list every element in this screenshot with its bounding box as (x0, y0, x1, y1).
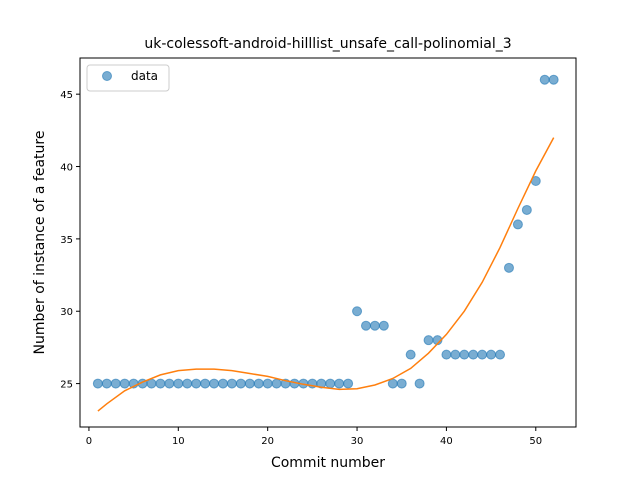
data-point (119, 378, 130, 389)
x-tick-label: 50 (529, 436, 542, 447)
data-point (459, 349, 470, 360)
data-point (173, 378, 184, 389)
data-point (539, 74, 550, 85)
data-point (334, 378, 345, 389)
data-point (226, 378, 237, 389)
x-tick-label: 10 (172, 436, 185, 447)
x-tick-label: 0 (86, 436, 92, 447)
data-point (441, 349, 452, 360)
fit-curve (97, 137, 555, 412)
data-point (191, 378, 202, 389)
data-point (548, 74, 559, 85)
legend-marker (102, 71, 112, 81)
data-point (164, 378, 175, 389)
data-point (325, 378, 336, 389)
y-tick-label: 25 (60, 380, 73, 391)
data-point (343, 378, 354, 389)
data-point (396, 378, 407, 389)
data-point (369, 320, 380, 331)
data-point (244, 378, 255, 389)
y-axis-label: Number of instance of a feature (32, 131, 48, 355)
y-tick-label: 45 (60, 90, 73, 101)
x-axis-ticks: 0 10 20 30 40 50 (86, 427, 542, 447)
data-point (92, 378, 103, 389)
x-tick-label: 30 (351, 436, 364, 447)
x-axis-label: Commit number (271, 455, 385, 471)
data-point (423, 335, 434, 346)
data-point (405, 349, 416, 360)
data-point (253, 378, 264, 389)
data-point (512, 219, 523, 230)
data-point (450, 349, 461, 360)
y-tick-label: 40 (60, 163, 73, 174)
x-tick-label: 40 (440, 436, 453, 447)
plot-area (92, 74, 559, 412)
data-point (495, 349, 506, 360)
data-point (182, 378, 193, 389)
data-point (468, 349, 479, 360)
y-tick-label: 30 (60, 307, 73, 318)
data-point (235, 378, 246, 389)
data-point (262, 378, 273, 389)
data-point (360, 320, 371, 331)
data-point (477, 349, 488, 360)
data-point (217, 378, 228, 389)
y-axis-ticks: 25 30 35 40 45 (60, 90, 80, 391)
legend: data (86, 64, 170, 92)
x-tick-label: 20 (261, 436, 274, 447)
chart-title: uk-colessoft-android-hilllist_unsafe_cal… (144, 36, 511, 52)
y-tick-label: 35 (60, 235, 73, 246)
axes-frame (79, 57, 577, 428)
data-point (414, 378, 425, 389)
data-point (200, 378, 211, 389)
data-point (378, 320, 389, 331)
data-point (521, 204, 532, 215)
data-point (110, 378, 121, 389)
data-point (209, 378, 220, 389)
data-point (271, 378, 282, 389)
data-point (486, 349, 497, 360)
data-point (101, 378, 112, 389)
legend-label-data: data (131, 69, 158, 83)
data-point (503, 262, 514, 273)
data-point (155, 378, 166, 389)
data-point (352, 306, 363, 317)
